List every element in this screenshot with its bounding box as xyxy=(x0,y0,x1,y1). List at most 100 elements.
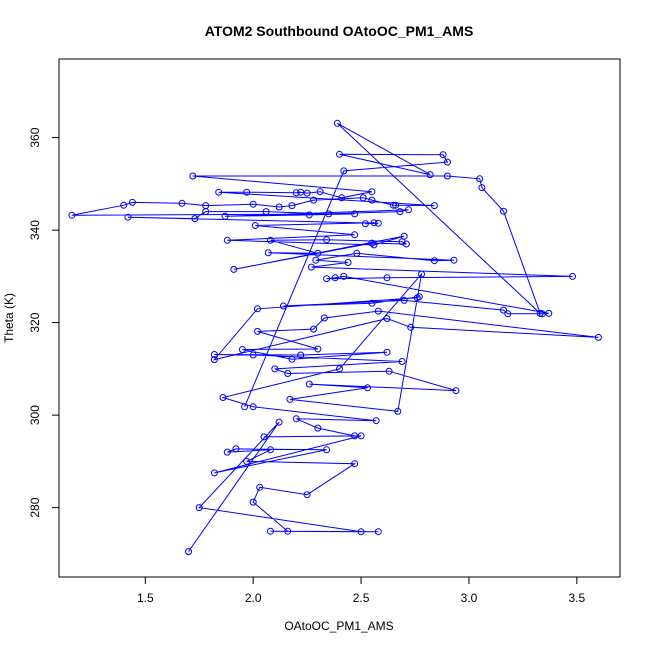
data-point xyxy=(128,198,136,206)
data-point xyxy=(210,356,218,364)
data-point xyxy=(450,256,458,264)
data-point xyxy=(500,306,507,314)
data-point xyxy=(264,249,272,257)
data-point xyxy=(124,213,132,221)
data-point xyxy=(389,201,397,209)
data-point xyxy=(338,194,346,202)
data-point xyxy=(398,358,406,365)
data-point xyxy=(314,424,322,432)
data-point xyxy=(364,384,371,392)
data-point xyxy=(392,201,400,209)
y-tick-label: 340 xyxy=(28,220,42,240)
data-point xyxy=(370,241,378,249)
data-point xyxy=(374,528,382,536)
data-point xyxy=(297,351,305,359)
data-point xyxy=(372,417,380,425)
data-point xyxy=(191,215,199,223)
data-point xyxy=(323,236,331,244)
data-point xyxy=(185,548,192,556)
data-point xyxy=(569,272,576,280)
data-point xyxy=(594,333,602,341)
data-point xyxy=(254,305,261,313)
chart-title: ATOM2 Southbound OAtoOC_PM1_AMS xyxy=(205,23,474,39)
data-point xyxy=(336,365,343,373)
data-point xyxy=(202,202,210,210)
x-tick-label: 2.5 xyxy=(353,591,370,605)
x-tick-label: 2.0 xyxy=(245,591,262,605)
data-point xyxy=(310,325,318,333)
data-point xyxy=(325,210,333,218)
data-point xyxy=(215,188,223,196)
data-point xyxy=(430,202,438,210)
data-point xyxy=(275,418,283,426)
data-point xyxy=(267,527,274,535)
data-point xyxy=(340,167,348,175)
data-point xyxy=(310,196,318,204)
data-point xyxy=(351,460,359,468)
data-point xyxy=(385,367,393,375)
data-point xyxy=(219,394,227,401)
data-point xyxy=(504,310,512,318)
data-point xyxy=(120,201,128,209)
x-tick-label: 3.5 xyxy=(569,591,586,605)
data-point xyxy=(249,498,257,506)
data-point xyxy=(279,302,287,310)
data-point xyxy=(256,483,264,491)
data-point xyxy=(292,189,300,197)
data-point xyxy=(368,196,376,204)
data-point xyxy=(351,432,359,440)
data-point xyxy=(314,249,322,257)
plot-area xyxy=(68,119,602,556)
data-point xyxy=(267,236,274,244)
data-point xyxy=(394,407,402,415)
data-point xyxy=(316,188,324,196)
data-point xyxy=(312,256,320,264)
data-point xyxy=(178,199,186,207)
data-point xyxy=(476,175,484,183)
data-point xyxy=(249,351,257,359)
data-point xyxy=(210,351,218,358)
data-point xyxy=(361,220,369,228)
data-point xyxy=(195,504,203,512)
data-point xyxy=(284,527,292,535)
data-point xyxy=(478,184,486,192)
data-point xyxy=(344,259,352,266)
data-point xyxy=(333,119,341,127)
data-point xyxy=(396,208,404,216)
y-tick-label: 280 xyxy=(28,497,42,517)
data-point xyxy=(545,309,553,317)
data-point xyxy=(383,315,391,322)
x-tick-label: 1.5 xyxy=(137,591,154,605)
data-point xyxy=(383,274,391,282)
y-tick-label: 360 xyxy=(28,127,42,147)
data-point xyxy=(383,348,391,356)
data-point xyxy=(230,265,238,273)
data-point xyxy=(340,272,348,280)
data-point xyxy=(536,309,544,317)
data-point xyxy=(288,202,296,210)
data-point xyxy=(223,236,231,244)
data-point xyxy=(243,457,251,465)
y-tick-label: 300 xyxy=(28,405,42,425)
data-point xyxy=(241,403,249,411)
data-point xyxy=(254,327,261,335)
data-point xyxy=(351,231,359,239)
data-point xyxy=(500,207,507,215)
data-point xyxy=(400,296,408,304)
data-point xyxy=(68,211,76,219)
data-point xyxy=(303,491,311,499)
data-point xyxy=(400,232,408,240)
series-line xyxy=(71,122,599,552)
data-point xyxy=(314,345,322,353)
data-point xyxy=(307,263,315,271)
data-point xyxy=(370,219,378,227)
data-point xyxy=(443,158,451,166)
data-point xyxy=(418,270,425,278)
data-point xyxy=(210,469,218,477)
data-point xyxy=(353,249,361,257)
data-point xyxy=(331,274,339,282)
data-point xyxy=(267,446,274,454)
data-point xyxy=(368,239,376,247)
data-point xyxy=(243,188,251,196)
